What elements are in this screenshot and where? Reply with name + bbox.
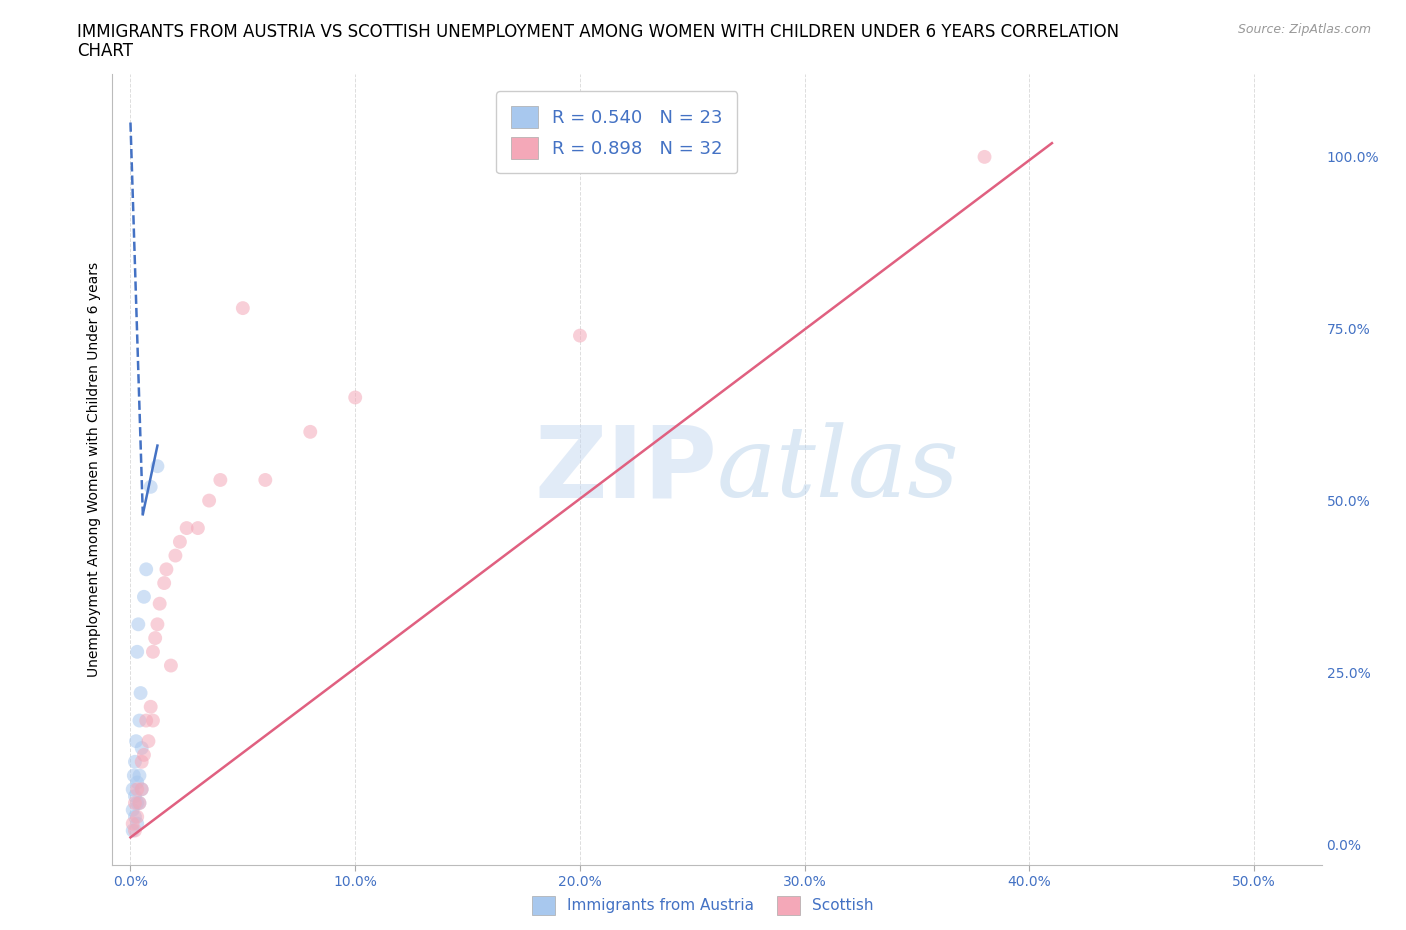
Point	[121, 817, 143, 831]
Point	[132, 748, 155, 763]
Point	[153, 576, 176, 591]
Text: Source: ZipAtlas.com: Source: ZipAtlas.com	[1237, 23, 1371, 36]
Point	[122, 768, 145, 783]
Point	[187, 521, 209, 536]
Point	[139, 479, 162, 494]
Point	[232, 300, 254, 315]
Point	[135, 562, 157, 577]
Point	[131, 740, 153, 755]
Point	[131, 782, 153, 797]
Point	[138, 734, 160, 749]
Point	[127, 775, 149, 790]
Point	[128, 713, 150, 728]
Point	[125, 734, 148, 749]
Point	[121, 803, 143, 817]
Point	[165, 548, 187, 563]
Point	[127, 795, 149, 810]
Point	[132, 590, 155, 604]
Point	[568, 328, 591, 343]
Point	[121, 823, 143, 838]
Point	[146, 617, 169, 631]
Y-axis label: Unemployment Among Women with Children Under 6 years: Unemployment Among Women with Children U…	[87, 262, 101, 677]
Text: CHART: CHART	[77, 42, 134, 60]
Point	[127, 617, 149, 631]
Point	[124, 795, 146, 810]
Point	[344, 390, 367, 405]
Point	[124, 823, 146, 838]
Legend: Immigrants from Austria, Scottish: Immigrants from Austria, Scottish	[524, 888, 882, 923]
Point	[127, 782, 149, 797]
Point	[146, 458, 169, 473]
Point	[139, 699, 162, 714]
Point	[131, 782, 153, 797]
Point	[135, 713, 157, 728]
Point	[127, 817, 149, 831]
Point	[128, 795, 150, 810]
Point	[127, 809, 149, 824]
Point	[142, 644, 165, 659]
Point	[198, 493, 221, 508]
Point	[254, 472, 277, 487]
Point	[176, 521, 198, 536]
Point	[124, 789, 146, 804]
Point	[143, 631, 166, 645]
Point	[124, 809, 146, 824]
Point	[142, 713, 165, 728]
Point	[127, 644, 149, 659]
Point	[169, 535, 191, 550]
Point	[131, 754, 153, 769]
Point	[129, 685, 152, 700]
Point	[121, 782, 143, 797]
Text: ZIP: ZIP	[534, 421, 717, 518]
Point	[299, 424, 322, 439]
Point	[973, 150, 995, 165]
Text: atlas: atlas	[717, 422, 960, 517]
Point	[155, 562, 177, 577]
Point	[160, 658, 183, 673]
Point	[128, 795, 150, 810]
Legend: R = 0.540   N = 23, R = 0.898   N = 32: R = 0.540 N = 23, R = 0.898 N = 32	[496, 91, 737, 173]
Point	[209, 472, 232, 487]
Text: IMMIGRANTS FROM AUSTRIA VS SCOTTISH UNEMPLOYMENT AMONG WOMEN WITH CHILDREN UNDER: IMMIGRANTS FROM AUSTRIA VS SCOTTISH UNEM…	[77, 23, 1119, 41]
Point	[124, 754, 146, 769]
Point	[128, 768, 150, 783]
Point	[149, 596, 172, 611]
